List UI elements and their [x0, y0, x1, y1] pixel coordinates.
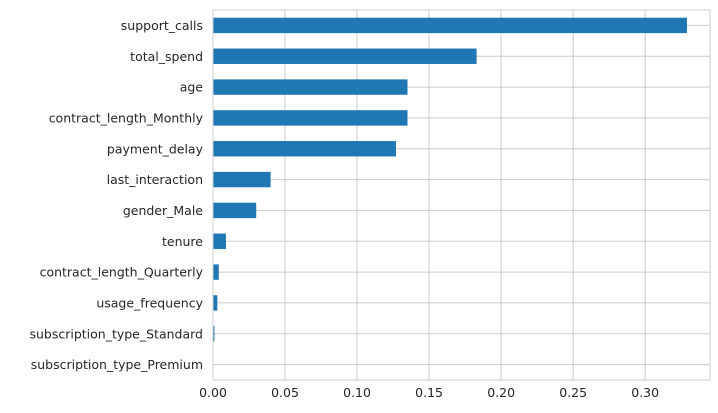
bar-payment-delay	[213, 141, 396, 157]
bar-age	[213, 79, 408, 95]
x-tick-label: 0.30	[631, 385, 659, 400]
x-tick-label: 0.25	[559, 385, 587, 400]
bar-last-interaction	[213, 171, 271, 188]
y-tick-label: payment_delay	[107, 141, 204, 156]
x-tick-label: 0.20	[487, 385, 515, 400]
bar-subscription-type-Standard	[213, 326, 215, 342]
bar-total-spend	[213, 48, 477, 64]
x-tick-label: 0.15	[415, 385, 443, 400]
y-tick-label: last_interaction	[107, 172, 203, 187]
x-tick-label: 0.00	[199, 385, 227, 400]
y-tick-label: age	[180, 80, 204, 95]
axes-frame	[212, 9, 711, 381]
y-tick-label: support_calls	[121, 18, 203, 33]
plot-area	[213, 10, 710, 380]
bar-contract-length-Monthly	[213, 110, 408, 126]
y-tick-label: subscription_type_Standard	[29, 326, 203, 341]
y-tick-label: usage_frequency	[96, 295, 203, 310]
bar-gender-Male	[213, 202, 257, 219]
bars	[213, 17, 687, 342]
x-tick-label: 0.10	[343, 385, 371, 400]
bar-contract-length-Quarterly	[213, 264, 219, 280]
bar-support-calls	[213, 17, 687, 34]
y-tick-label: tenure	[162, 234, 203, 249]
axes-border	[212, 9, 711, 381]
x-tick-label: 0.05	[271, 385, 299, 400]
y-tick-label: contract_length_Quarterly	[40, 265, 204, 280]
x-tick-labels: 0.00 0.05 0.10 0.15 0.20 0.25 0.30	[199, 385, 659, 400]
y-tick-label: subscription_type_Premium	[31, 357, 203, 372]
y-tick-label: contract_length_Monthly	[49, 110, 204, 125]
bar-tenure	[213, 233, 226, 249]
bar-usage-frequency	[213, 295, 218, 311]
y-tick-label: gender_Male	[123, 203, 203, 218]
y-tick-label: total_spend	[130, 49, 203, 64]
